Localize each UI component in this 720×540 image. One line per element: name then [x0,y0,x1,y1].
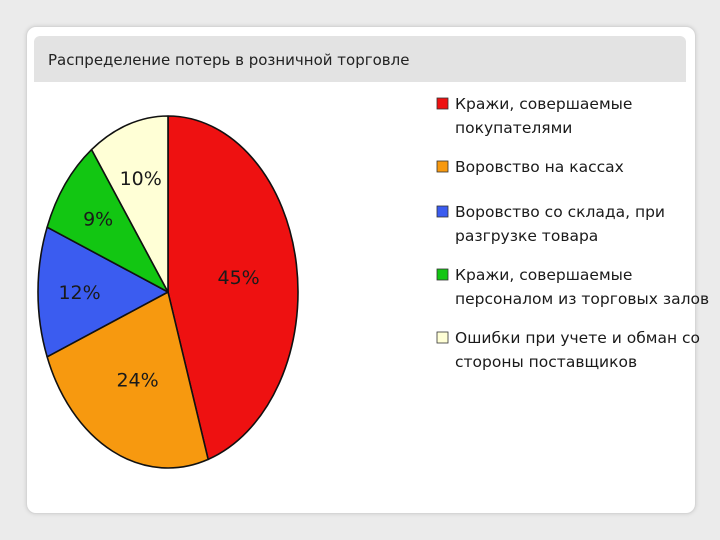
legend-swatch-1 [436,97,449,110]
pie-label-3: 12% [58,282,100,304]
pie-slices [37,115,299,469]
pie-label-5: 10% [120,168,162,190]
legend-swatch-4 [436,268,449,281]
legend-swatch-2 [436,160,449,173]
pie-slice-1 [167,115,299,461]
legend-swatch-3 [436,205,449,218]
title-bar: Распределение потерь в розничной торговл… [34,36,686,82]
pie-slice-4 [46,148,169,293]
legend-label-4-line-2: персоналом из торговых залов [455,290,709,308]
legend-swatch-5 [436,331,449,344]
pie-label-1: 45% [218,267,260,289]
pie-label-2: 24% [116,370,158,392]
pie-label-4: 9% [83,209,113,231]
legend: Кражи, совершаемые покупателями Воровство … [436,95,709,371]
pie-slice-3 [37,226,169,358]
legend-label-3-line-1: Воровство со склада, при [455,203,665,221]
legend-label-1-line-1: Кражи, совершаемые [455,95,632,113]
pie-slice-5 [90,115,169,293]
legend-label-5-line-2: стороны поставщиков [455,353,637,371]
legend-label-4-line-1: Кражи, совершаемые [455,266,632,284]
legend-label-5-line-1: Ошибки при учете и обман со [455,329,700,347]
legend-label-3-line-2: разгрузке товара [455,227,598,245]
page-title: Распределение потерь в розничной торговл… [48,51,410,69]
legend-label-2-line-1: Воровство на кассах [455,158,624,176]
legend-label-1-line-2: покупателями [455,119,572,137]
pie-value-labels: 45% 24% 12% 9% 10% [58,168,259,391]
